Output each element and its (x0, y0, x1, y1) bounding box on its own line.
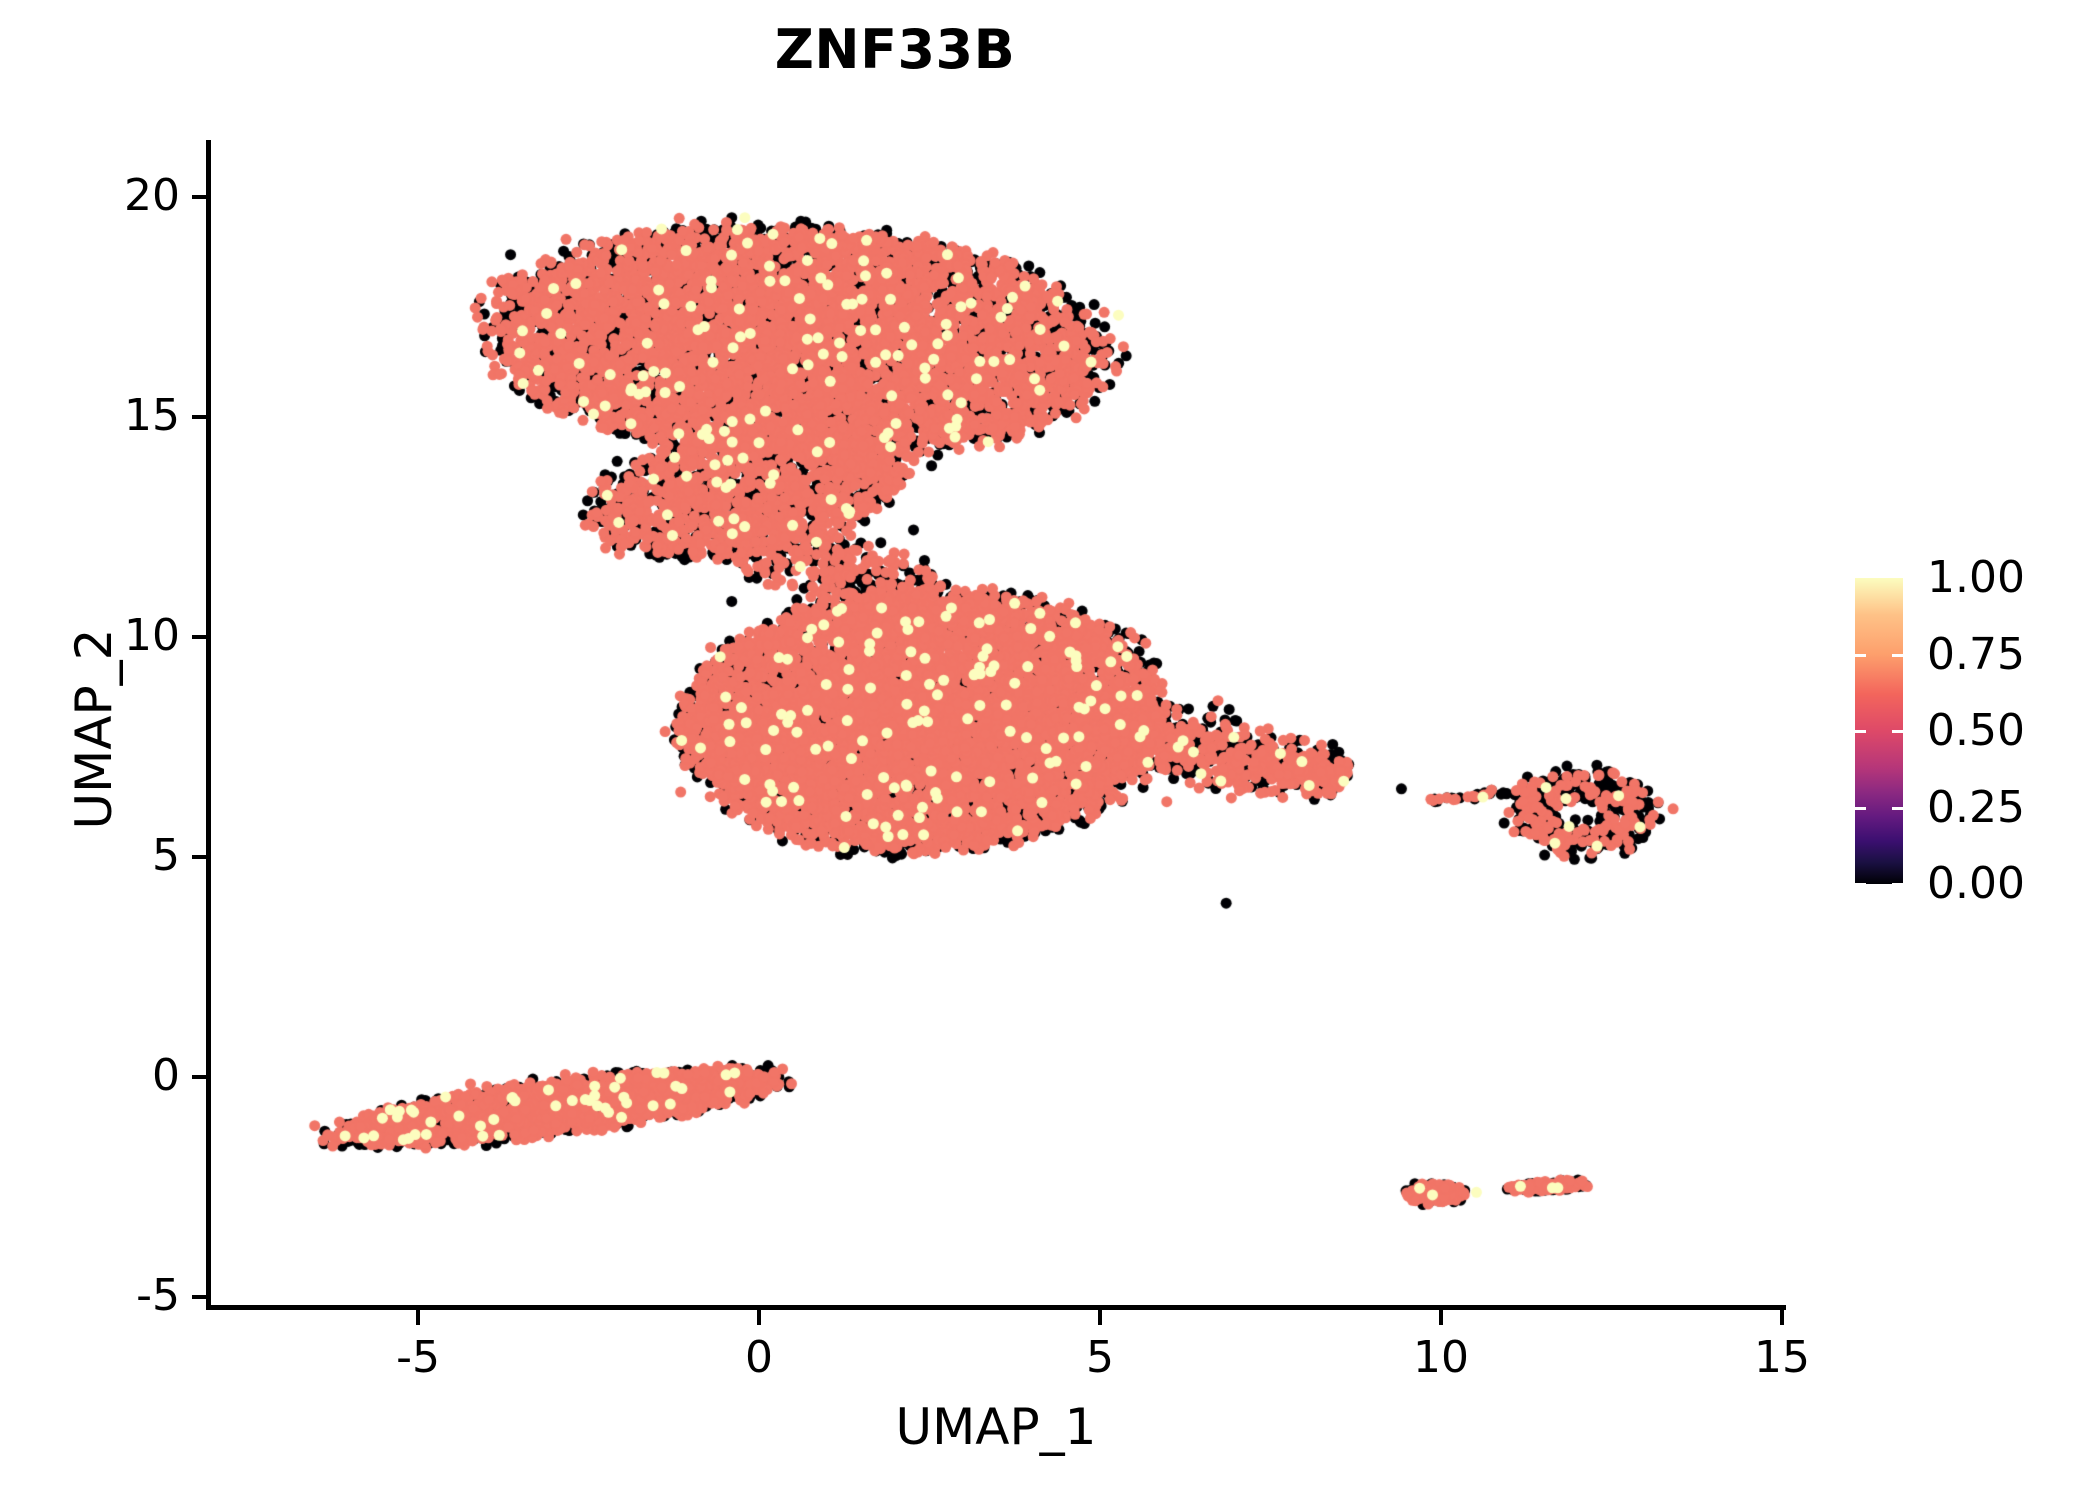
y-tick-label: 10 (124, 610, 180, 661)
x-axis-spine (206, 1305, 1786, 1310)
colorbar-tick-label: 0.00 (1927, 858, 2025, 909)
y-tick-mark (192, 635, 209, 639)
scatter-point-canvas (210, 140, 1782, 1308)
y-tick-label: 15 (124, 390, 180, 441)
plot-area (210, 140, 1782, 1308)
colorbar-legend: 1.00 0.75 0.50 0.25 0.00 (1855, 556, 2085, 906)
colorbar-tick-mark (1855, 806, 1866, 810)
page-title: ZNF33B (774, 18, 1016, 81)
y-tick-mark (192, 195, 209, 199)
y-tick-label: -5 (136, 1270, 180, 1321)
colorbar-tick-mark (1892, 883, 1903, 886)
colorbar-tick-mark (1892, 730, 1903, 733)
y-tick-label: 20 (124, 170, 180, 221)
x-axis-label: UMAP_1 (895, 1398, 1097, 1456)
y-tick-label: 0 (152, 1050, 180, 1101)
y-tick-mark (192, 415, 209, 419)
y-tick-label: 5 (152, 830, 180, 881)
colorbar-tick-mark (1855, 730, 1866, 733)
colorbar-tick-label: 0.50 (1927, 705, 2025, 756)
x-tick-label: 15 (1754, 1332, 1810, 1383)
x-tick-mark (1098, 1308, 1102, 1325)
x-tick-mark (416, 1308, 420, 1325)
x-tick-mark (757, 1308, 761, 1325)
colorbar-tick-mark (1892, 653, 1903, 657)
colorbar-tick-mark (1855, 883, 1866, 886)
y-tick-mark (192, 1075, 209, 1079)
x-tick-label: 5 (1086, 1332, 1114, 1383)
x-tick-mark (1439, 1308, 1443, 1325)
colorbar-tick-label: 1.00 (1927, 552, 2025, 603)
y-axis-spine (206, 140, 211, 1310)
y-tick-mark (192, 1295, 209, 1299)
x-tick-label: 0 (745, 1332, 773, 1383)
x-tick-mark (1780, 1308, 1784, 1325)
x-tick-label: -5 (396, 1332, 440, 1383)
colorbar-tick-label: 0.25 (1927, 781, 2025, 833)
colorbar-tick-mark (1855, 653, 1866, 657)
x-tick-label: 10 (1413, 1332, 1469, 1383)
colorbar-tick-mark (1892, 806, 1903, 810)
y-axis-label: UMAP_2 (65, 628, 123, 830)
colorbar-tick-label: 0.75 (1927, 628, 2025, 680)
y-tick-mark (192, 855, 209, 859)
